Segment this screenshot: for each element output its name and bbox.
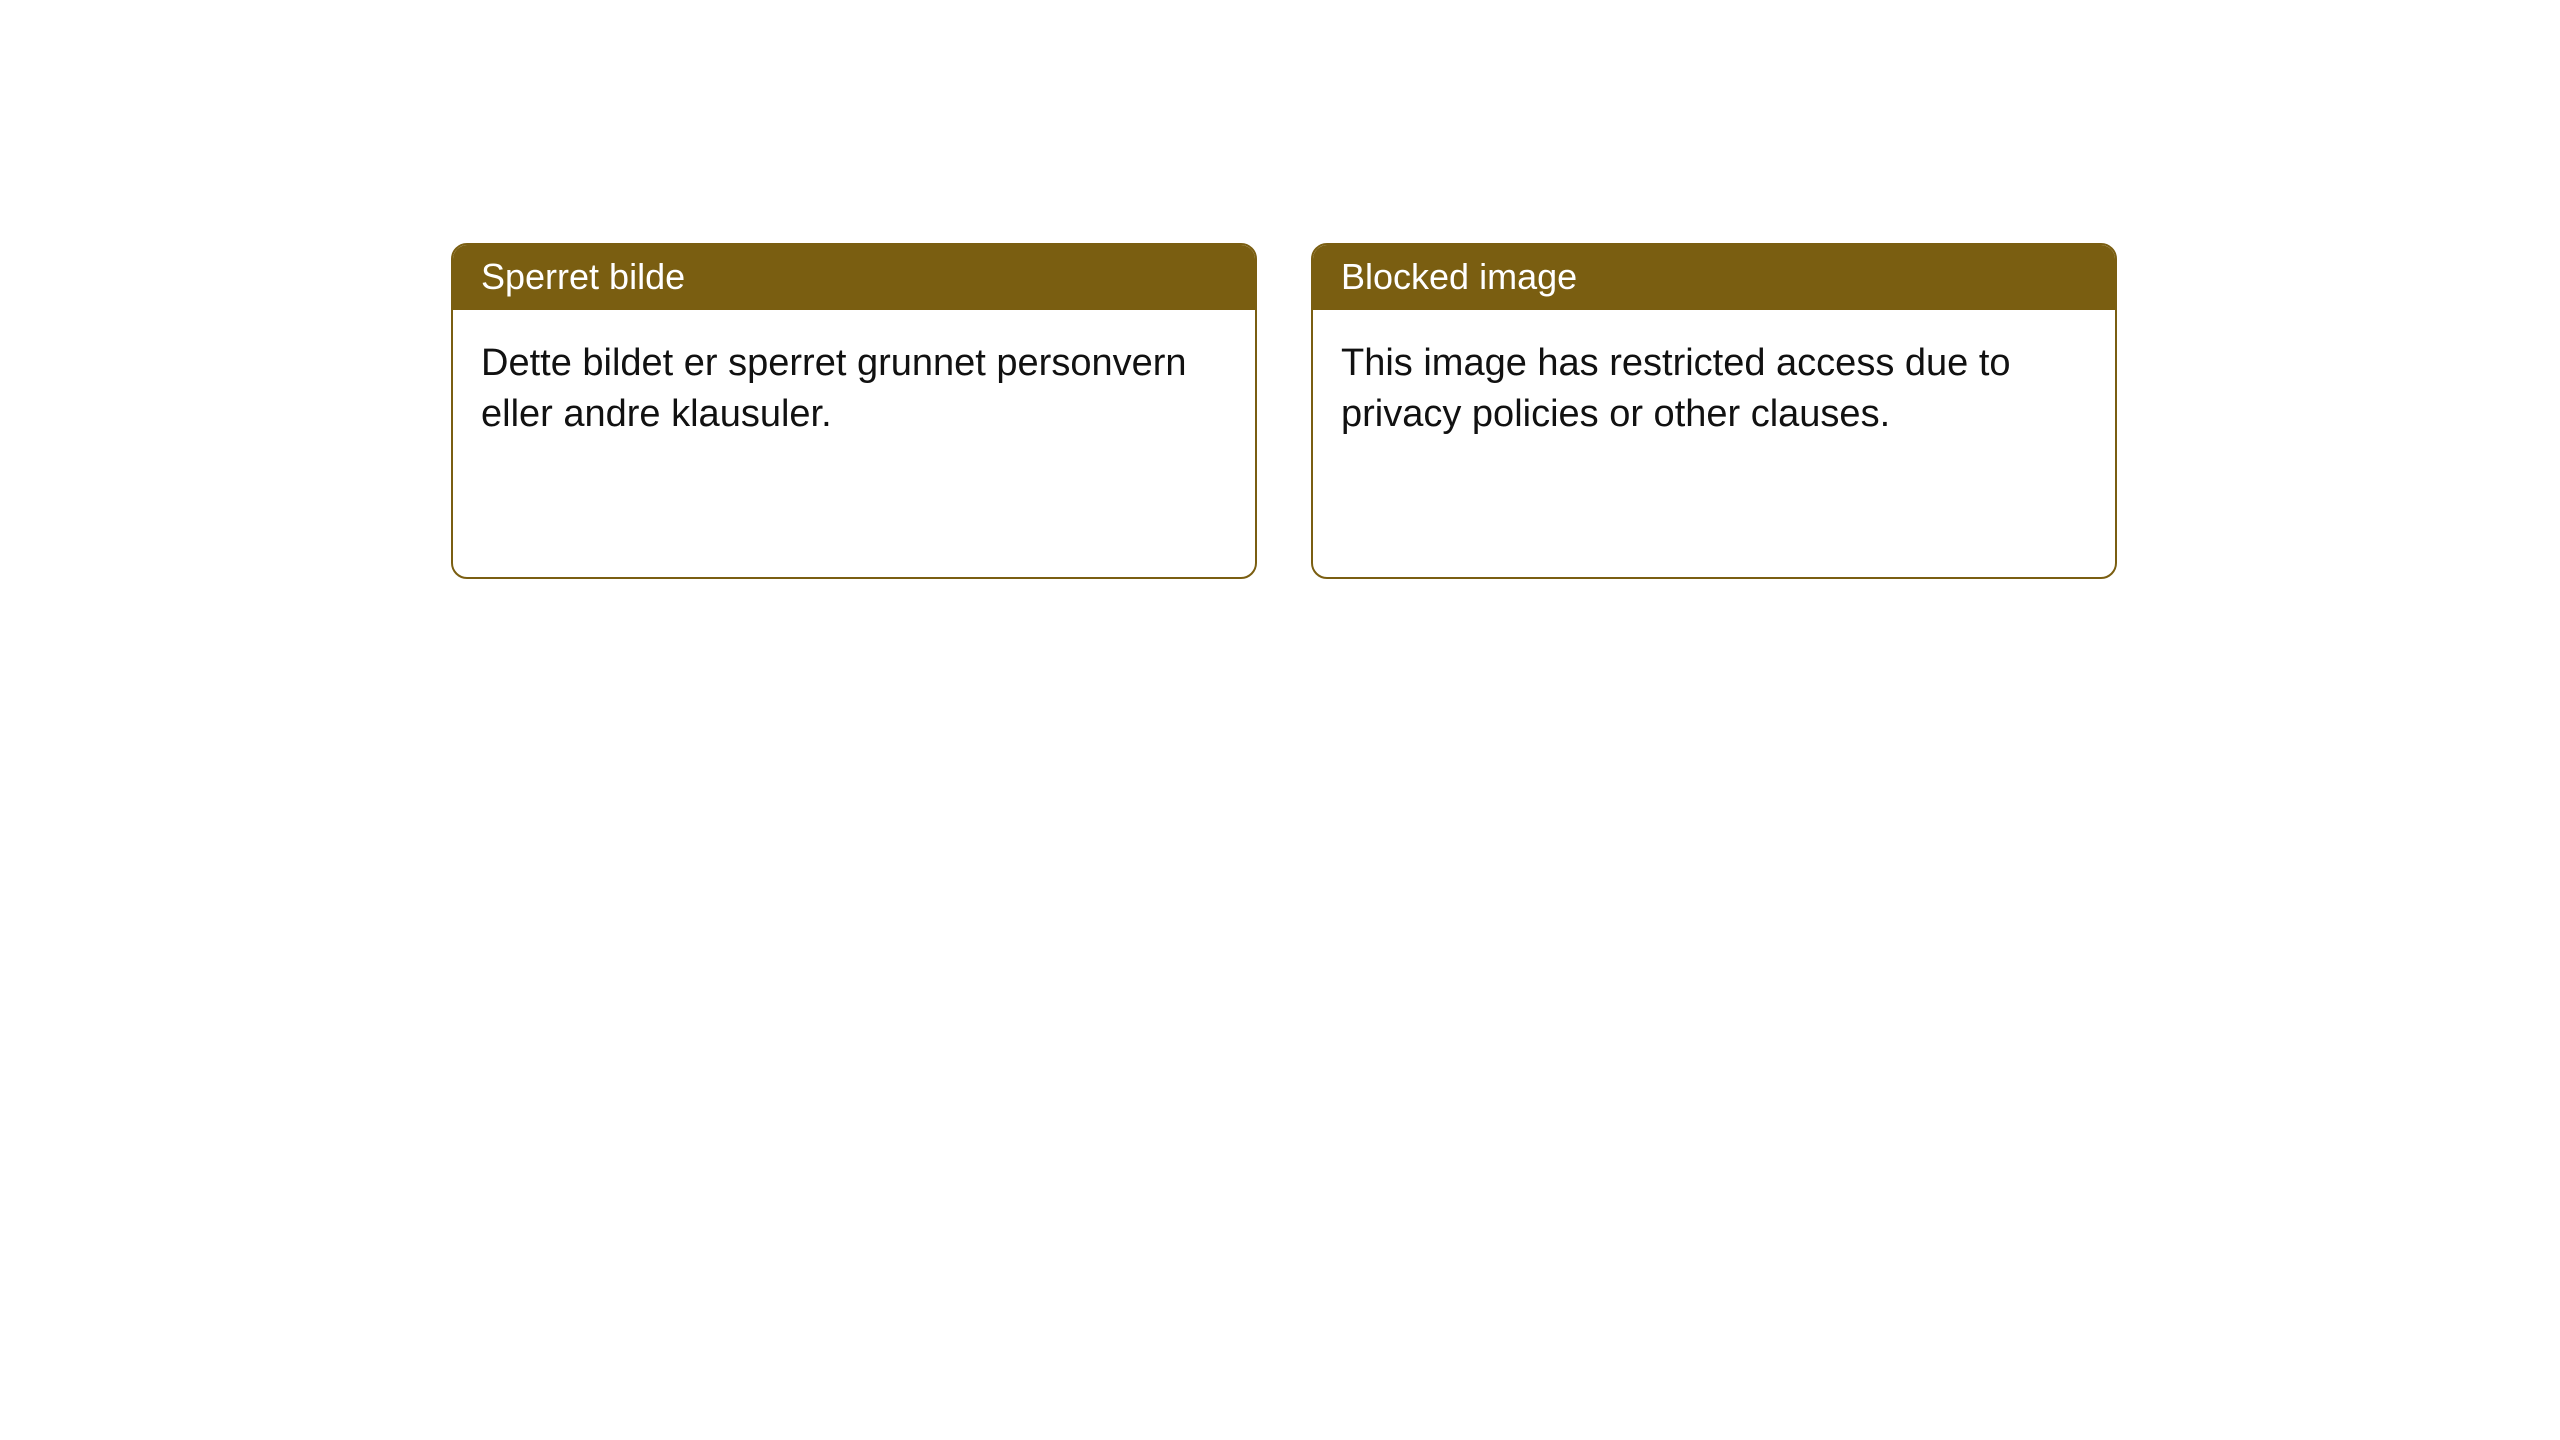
card-body-en: This image has restricted access due to … <box>1313 310 2115 441</box>
card-body-text-no: Dette bildet er sperret grunnet personve… <box>481 342 1187 435</box>
card-header-en: Blocked image <box>1313 245 2115 310</box>
card-title-en: Blocked image <box>1341 256 1577 297</box>
card-header-no: Sperret bilde <box>453 245 1255 310</box>
card-title-no: Sperret bilde <box>481 256 685 297</box>
blocked-image-notice-container: Sperret bilde Dette bildet er sperret gr… <box>451 243 2117 579</box>
card-body-no: Dette bildet er sperret grunnet personve… <box>453 310 1255 441</box>
card-body-text-en: This image has restricted access due to … <box>1341 342 2011 435</box>
blocked-image-card-en: Blocked image This image has restricted … <box>1311 243 2117 579</box>
blocked-image-card-no: Sperret bilde Dette bildet er sperret gr… <box>451 243 1257 579</box>
